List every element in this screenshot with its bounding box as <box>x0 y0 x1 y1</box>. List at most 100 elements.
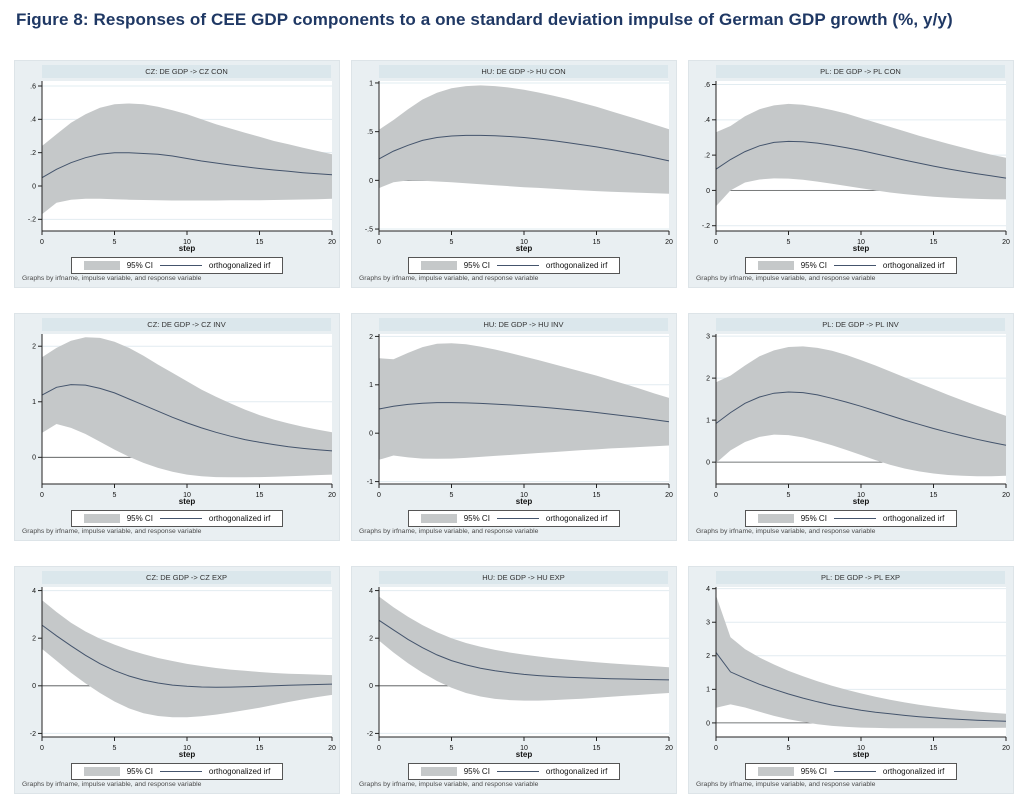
irf-line <box>715 140 1007 179</box>
x-tick-label: 5 <box>113 492 117 499</box>
ci-label: 95% CI <box>800 261 827 270</box>
ci-swatch <box>420 767 457 776</box>
irf-label: orthogonalized irf <box>882 767 945 776</box>
y-tick-label: 0 <box>32 683 36 690</box>
irf-label: orthogonalized irf <box>208 514 271 523</box>
ci-swatch <box>83 514 120 523</box>
ci-band <box>716 595 1006 729</box>
x-axis-label: step <box>178 244 196 253</box>
ci-label: 95% CI <box>126 261 153 270</box>
y-tick-label: 0 <box>369 178 373 185</box>
x-tick-label: 5 <box>450 745 454 752</box>
graphs-by-note: Graphs by irfname, impulse variable, and… <box>696 275 876 282</box>
panels-grid: CZ: DE GDP -> CZ CON -.2 0.2.4.6 0 5 10 15 20 … <box>14 60 1014 794</box>
y-tick-label: .5 <box>367 129 373 136</box>
x-axis-label: step <box>852 497 870 506</box>
y-tick-label: 2 <box>32 344 36 351</box>
y-tick-label: 0 <box>32 183 36 190</box>
y-tick-label: 0 <box>706 720 710 727</box>
irf-plot: 0 1 2 3 0 5 10 15 20 <box>706 334 1010 499</box>
panel-title: HU: DE GDP -> HU INV <box>379 318 668 331</box>
x-tick-label: 0 <box>377 239 381 246</box>
x-tick-label: 15 <box>593 492 601 499</box>
panel-title: PL: DE GDP -> PL EXP <box>716 571 1005 584</box>
y-tick-label: 0 <box>32 455 36 462</box>
legend: 95% CI orthogonalized irf <box>744 257 958 274</box>
y-tick-label: .2 <box>30 150 36 157</box>
legend-row: 95% CI orthogonalized irf <box>689 510 1013 527</box>
graphs-by-note: Graphs by irfname, impulse variable, and… <box>696 528 876 535</box>
y-tick-label: -.2 <box>28 217 36 224</box>
irf-line <box>41 384 333 452</box>
ci-swatch <box>420 261 457 270</box>
irf-line <box>41 624 333 688</box>
ci-label: 95% CI <box>126 767 153 776</box>
x-tick-label: 10 <box>857 492 865 499</box>
ci-band <box>379 596 669 701</box>
panel-title: HU: DE GDP -> HU CON <box>379 65 668 78</box>
legend: 95% CI orthogonalized irf <box>407 257 621 274</box>
irf-line <box>378 402 670 423</box>
irf-plot: -.50.510 5 10 15 20 <box>365 80 673 246</box>
legend-row: 95% CI orthogonalized irf <box>352 763 676 780</box>
x-tick-label: 20 <box>1002 492 1010 499</box>
x-tick-label: 10 <box>520 492 528 499</box>
irf-line-sample <box>833 518 876 519</box>
irf-label: orthogonalized irf <box>208 261 271 270</box>
y-tick-label: 3 <box>706 334 710 341</box>
legend: 95% CI orthogonalized irf <box>407 763 621 780</box>
ci-band <box>379 343 669 460</box>
legend: 95% CI orthogonalized irf <box>407 510 621 527</box>
x-tick-label: 15 <box>593 239 601 246</box>
irf-line-sample <box>833 771 876 772</box>
x-tick-label: 20 <box>328 239 336 246</box>
ci-swatch <box>757 514 794 523</box>
x-tick-label: 15 <box>256 239 264 246</box>
y-tick-label: 1 <box>369 382 373 389</box>
ci-swatch <box>83 261 120 270</box>
irf-label: orthogonalized irf <box>545 514 608 523</box>
irf-line <box>41 152 333 179</box>
legend-row: 95% CI orthogonalized irf <box>689 257 1013 274</box>
irf-label: orthogonalized irf <box>882 261 945 270</box>
ci-label: 95% CI <box>800 767 827 776</box>
irf-line-sample <box>833 265 876 266</box>
irf-panel-pl-inv: PL: DE GDP -> PL INV 0 1 2 3 0 5 10 15 20 step 9… <box>688 313 1014 541</box>
x-tick-label: 10 <box>857 239 865 246</box>
x-tick-label: 20 <box>1002 239 1010 246</box>
y-tick-label: 1 <box>32 399 36 406</box>
y-tick-label: 0 <box>706 460 710 467</box>
ci-band <box>716 103 1006 207</box>
y-tick-label: 2 <box>706 653 710 660</box>
x-tick-label: 15 <box>256 492 264 499</box>
x-tick-label: 15 <box>593 745 601 752</box>
ci-label: 95% CI <box>800 514 827 523</box>
irf-line <box>378 619 670 681</box>
irf-panel-pl-con: PL: DE GDP -> PL CON -.2 0.2.4.6 0 5 10 15 20 … <box>688 60 1014 288</box>
irf-plot: -2 0 2 4 0 5 10 15 20 <box>367 587 673 752</box>
x-tick-label: 20 <box>665 492 673 499</box>
x-tick-label: 20 <box>1002 745 1010 752</box>
irf-label: orthogonalized irf <box>545 767 608 776</box>
y-tick-label: .4 <box>704 117 710 124</box>
ci-swatch <box>83 767 120 776</box>
x-tick-label: 15 <box>930 239 938 246</box>
ci-label: 95% CI <box>126 514 153 523</box>
x-axis-label: step <box>515 244 533 253</box>
x-tick-label: 5 <box>787 745 791 752</box>
x-tick-label: 10 <box>857 745 865 752</box>
irf-panel-pl-exp: PL: DE GDP -> PL EXP 0 1 2 3 4 0 5 10 15 20 step … <box>688 566 1014 794</box>
y-tick-label: 2 <box>369 636 373 643</box>
ci-swatch <box>757 261 794 270</box>
y-tick-label: .2 <box>704 153 710 160</box>
ci-swatch <box>757 767 794 776</box>
x-tick-label: 0 <box>40 745 44 752</box>
x-tick-label: 0 <box>40 492 44 499</box>
legend-row: 95% CI orthogonalized irf <box>352 510 676 527</box>
x-axis-label: step <box>178 497 196 506</box>
y-tick-label: .6 <box>704 82 710 89</box>
y-tick-label: -1 <box>367 479 373 486</box>
graphs-by-note: Graphs by irfname, impulse variable, and… <box>359 781 539 788</box>
